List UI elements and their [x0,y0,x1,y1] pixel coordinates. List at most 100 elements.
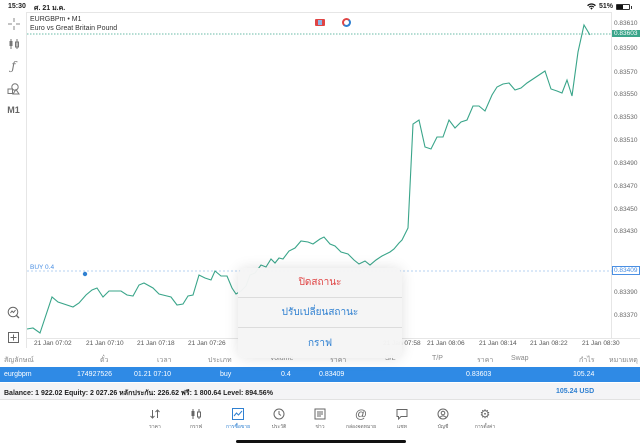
status-date: ศ. 21 ม.ค. [34,5,66,12]
symbol-description: Euro vs Great Britain Pound [30,25,118,32]
header-type: ประเภท [208,357,232,364]
left-toolbar: ƒ M1 [0,12,27,348]
price-label: 0.83490 [614,160,638,167]
header-symbol: สัญลักษณ์ [4,357,34,364]
function-icon: ƒ [11,59,16,73]
account-icon [437,407,449,421]
news-icon [314,407,326,421]
row-type: buy [220,371,232,378]
row-profit: 105.24 [573,371,595,378]
price-label: 0.83570 [614,69,638,76]
chat-icon [396,407,408,421]
header-sl: S/L [385,355,396,362]
new-order-button[interactable] [0,327,27,347]
price-axis: 0.83610 0.83603 0.83590 0.83570 0.83550 … [612,12,640,338]
tab-label: กล่องจดหมาย [345,424,377,430]
symbol-timeframe: EURGBPm • M1 [30,16,82,23]
total-profit: 105.24 USD [556,388,595,395]
time-label: 21 Jan 07:26 [188,340,226,347]
chart-icon [190,407,202,421]
status-bar: 15:30 ศ. 21 ม.ค. 51% [0,0,640,12]
battery-icon [616,3,632,10]
position-row[interactable]: eurgbpm 174927526 01.21 07:10 buy 0.4 0.… [0,367,640,382]
tab-quotes[interactable]: ราคา [135,407,175,431]
tab-news[interactable]: ข่าว [300,407,340,431]
price-label: 0.83450 [614,206,638,213]
time-label: 21 Jan 08:14 [479,340,517,347]
indicators-button[interactable] [0,34,27,54]
header-swap: Swap [511,355,529,362]
tab-history[interactable]: ประวัติ [259,407,299,431]
tab-mailbox[interactable]: @ กล่องจดหมาย [341,407,381,431]
row-ticket: 174927526 [77,371,113,378]
tab-label: การตั้งค่า [474,424,496,430]
price-label: 0.83590 [614,45,638,52]
timeframe-button[interactable]: M1 [0,100,27,120]
settings-icon: ⚙ [479,407,491,421]
tab-trade[interactable]: การซื้อขาย [218,407,258,431]
quotes-icon [149,407,161,421]
price-label: 0.83510 [614,137,638,144]
header-price: ราคา [330,357,347,364]
modify-position-button[interactable]: ปรับเปลี่ยนสถานะ [238,298,402,328]
header-ticket: ตั๋ว [100,357,109,364]
buy-price-label: 0.83409 [612,266,640,275]
time-label: 21 Jan 07:02 [34,340,72,347]
history-icon [273,407,285,421]
header-volume: Volume [270,355,294,362]
price-label: 0.83370 [614,312,638,319]
mailbox-icon: @ [354,407,368,421]
tab-label: ราคา [149,424,161,430]
header-time: เวลา [157,357,172,364]
tab-label: แชท [397,424,407,430]
crosshair-button[interactable] [0,14,27,34]
time-label: 21 Jan 07:10 [86,340,124,347]
function-button[interactable]: ƒ [0,56,27,76]
chart-button[interactable]: กราฟ [307,337,333,349]
price-label: 0.83550 [614,91,638,98]
home-indicator[interactable] [236,440,406,443]
price-label: 0.83530 [614,114,638,121]
chart-mode-button[interactable] [342,18,351,27]
chart-title: EURGBPm • M1 Euro vs Great Britain Pound [30,15,117,33]
time-label: 21 Jan 07:18 [137,340,175,347]
close-position-button[interactable]: ปิดสถานะ [238,268,402,298]
time-label: 21 Jan 08:22 [530,340,568,347]
add-document-icon [8,331,19,343]
objects-button[interactable] [0,78,27,98]
tab-label: การซื้อขาย [225,424,251,430]
tab-chart[interactable]: กราฟ [176,407,216,431]
balance-bar: Balance: 1 922.02 Equity: 2 027.26 หลักป… [0,383,640,400]
header-current-price: ราคา [477,357,494,364]
tab-chat[interactable]: แชท [382,407,422,431]
price-label: 0.83470 [614,183,638,190]
one-click-trading-button[interactable] [315,19,325,26]
tab-account[interactable]: บัญชี [423,407,463,431]
shapes-icon [7,82,20,94]
time-label: 21 Jan 08:30 [582,340,620,347]
timeframe-label: M1 [7,105,20,115]
row-price: 0.83409 [319,371,345,378]
time-label: 21 Jan 08:06 [427,340,465,347]
battery-percent: 51% [598,3,613,10]
tab-label: ข่าว [315,424,325,430]
buy-position-label[interactable]: BUY 0.4 [30,264,55,271]
bottom-tab-bar: ราคา กราฟ การซื้อขาย ประวัติ ข่าว @ กล่อ… [0,402,640,447]
row-time: 01.21 07:10 [134,371,171,378]
position-action-menu: ปิดสถานะ ปรับเปลี่ยนสถานะ กราฟ [238,268,402,358]
wifi-icon [587,3,596,10]
zoom-chart-button[interactable] [0,302,27,322]
header-tp: T/P [432,355,443,362]
positions-table-header: สัญลักษณ์ ตั๋ว เวลา ประเภท Volume ราคา S… [0,351,640,366]
trade-panel-icon [318,20,322,25]
balance-summary: Balance: 1 922.02 Equity: 2 027.26 หลักป… [4,390,273,397]
tab-label: ประวัติ [271,424,287,430]
price-label: 0.83390 [614,289,638,296]
status-right: 51% [587,3,632,10]
tab-label: กราฟ [189,424,203,430]
tab-settings[interactable]: ⚙ การตั้งค่า [465,407,505,431]
row-volume: 0.4 [281,371,291,378]
price-label: 0.83610 [614,20,638,27]
chart-search-icon [7,306,20,318]
crosshair-icon [7,18,20,30]
